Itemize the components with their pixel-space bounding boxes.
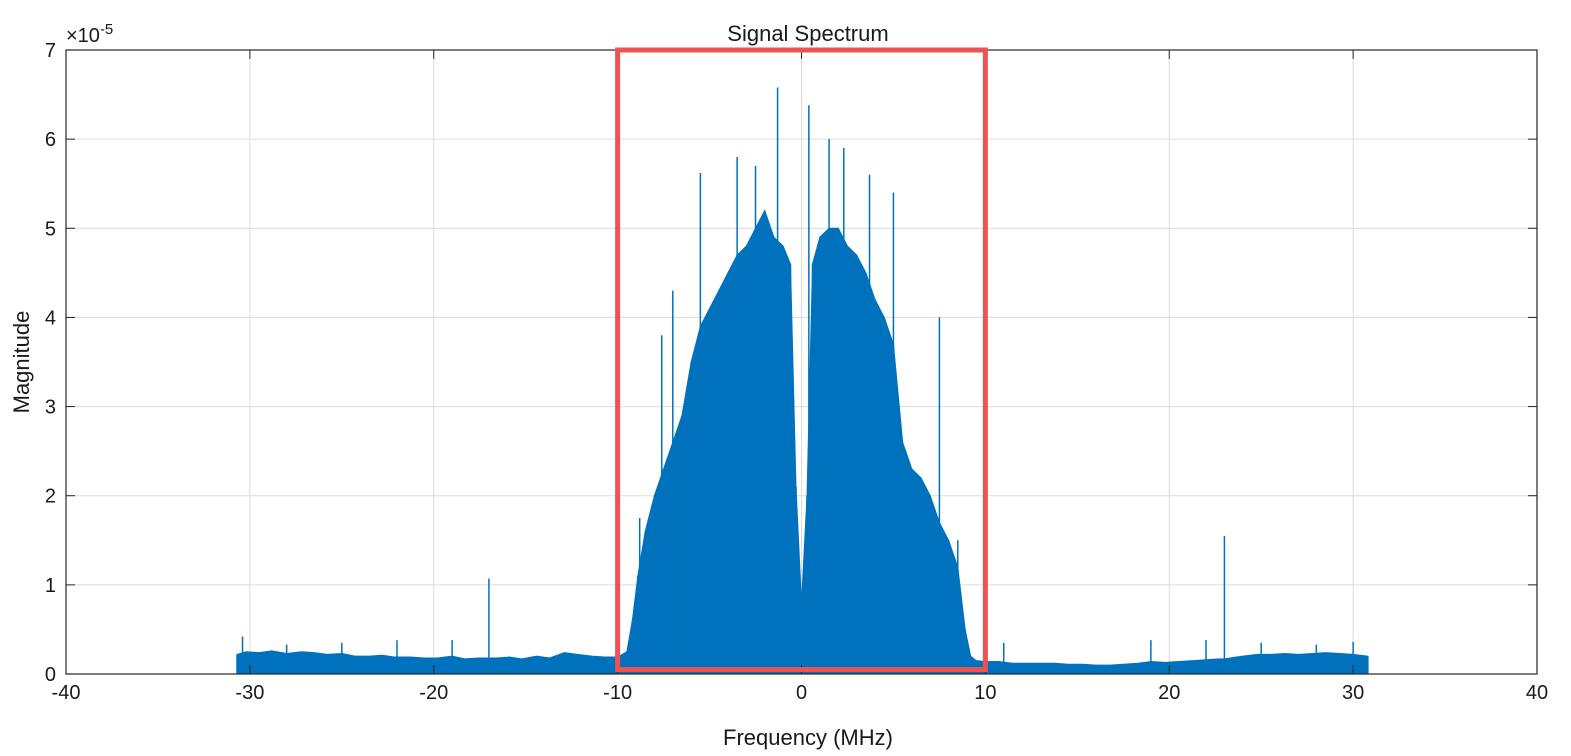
x-tick-label: -20 — [419, 682, 448, 704]
x-tick-label: 0 — [796, 682, 807, 704]
axis-ticks: -40 -30 -20 -10 0 10 20 30 40 0 1 2 3 4 5 6 7 — [45, 40, 1548, 704]
y-tick-label: 6 — [45, 129, 56, 151]
y-axis-label: Magnitude — [9, 311, 34, 414]
spectrum-area — [236, 209, 1369, 675]
y-axis-exponent-base: ×10 — [66, 25, 100, 47]
y-tick-label: 2 — [45, 486, 56, 508]
y-axis-exponent-power: -5 — [100, 21, 113, 38]
y-axis-exponent: ×10-5 — [66, 21, 113, 47]
x-tick-label: 10 — [974, 682, 996, 704]
y-tick-label: 3 — [45, 397, 56, 419]
x-tick-label: -10 — [603, 682, 632, 704]
y-tick-label: 5 — [45, 218, 56, 240]
x-axis-label: Frequency (MHz) — [723, 725, 893, 750]
y-tick-label: 4 — [45, 307, 56, 329]
y-tick-label: 7 — [45, 40, 56, 62]
x-tick-label: 30 — [1342, 682, 1364, 704]
highlight-annotations — [615, 47, 988, 673]
x-tick-label: 40 — [1526, 682, 1548, 704]
y-tick-label: 1 — [45, 575, 56, 597]
chart-title: Signal Spectrum — [727, 21, 888, 46]
y-tick-label: 0 — [45, 664, 56, 686]
x-tick-label: -30 — [235, 682, 264, 704]
x-tick-label: 20 — [1158, 682, 1180, 704]
spectrum-series — [236, 87, 1369, 675]
x-tick-label: -40 — [52, 682, 81, 704]
highlight-box — [615, 47, 988, 673]
